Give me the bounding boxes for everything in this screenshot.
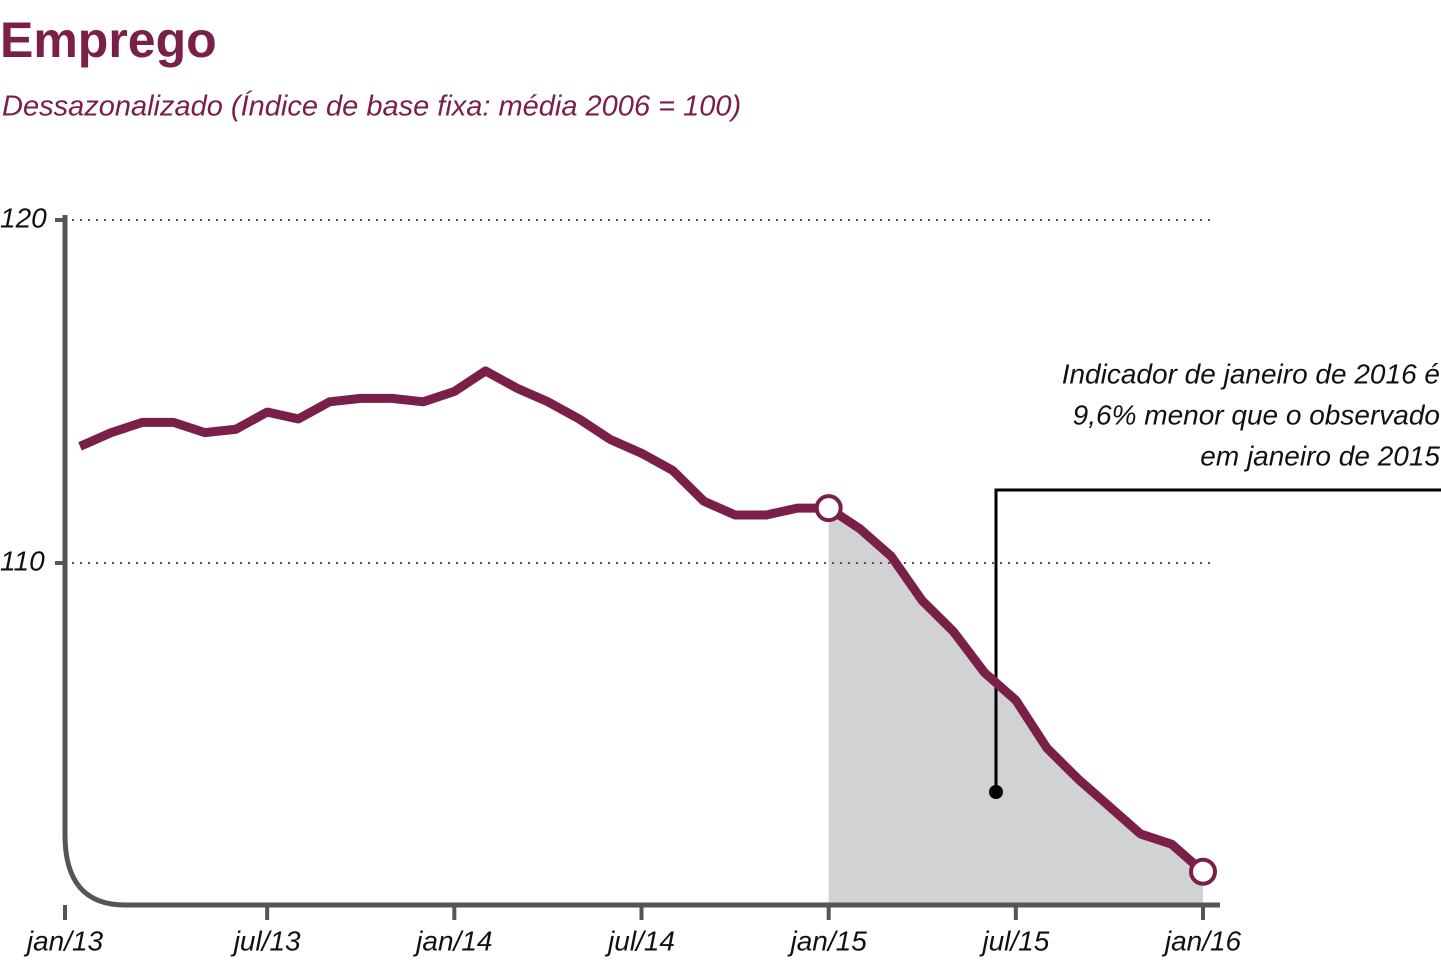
y-tick-label: 110	[0, 545, 45, 576]
x-tick-label: jan/13	[23, 925, 104, 956]
x-tick-label: jan/15	[787, 925, 868, 956]
highlight-point	[1189, 857, 1217, 886]
annotation-text: Indicador de janeiro de 2016 é	[1062, 358, 1440, 389]
chart-title: Emprego	[0, 12, 217, 68]
line	[78, 366, 1206, 876]
highlight-point	[814, 494, 843, 523]
annotation-leader	[994, 488, 1441, 792]
chart-subtitle: Dessazonalizado (Índice de base fixa: mé…	[2, 90, 741, 123]
x-tick-label: jul/13	[230, 925, 301, 956]
x-tick-label: jan/16	[1161, 925, 1242, 956]
x-tick-label: jul/14	[604, 925, 675, 956]
annotation-dot	[989, 785, 1003, 799]
x-tick-label: jul/15	[978, 925, 1049, 956]
axes	[62, 215, 1220, 908]
annotation-text: em janeiro de 2015	[1200, 440, 1440, 471]
annotation-text: 9,6% menor que o observado	[1073, 399, 1440, 430]
y-tick-label: 120	[0, 202, 47, 233]
x-tick-label: jan/14	[412, 925, 492, 956]
